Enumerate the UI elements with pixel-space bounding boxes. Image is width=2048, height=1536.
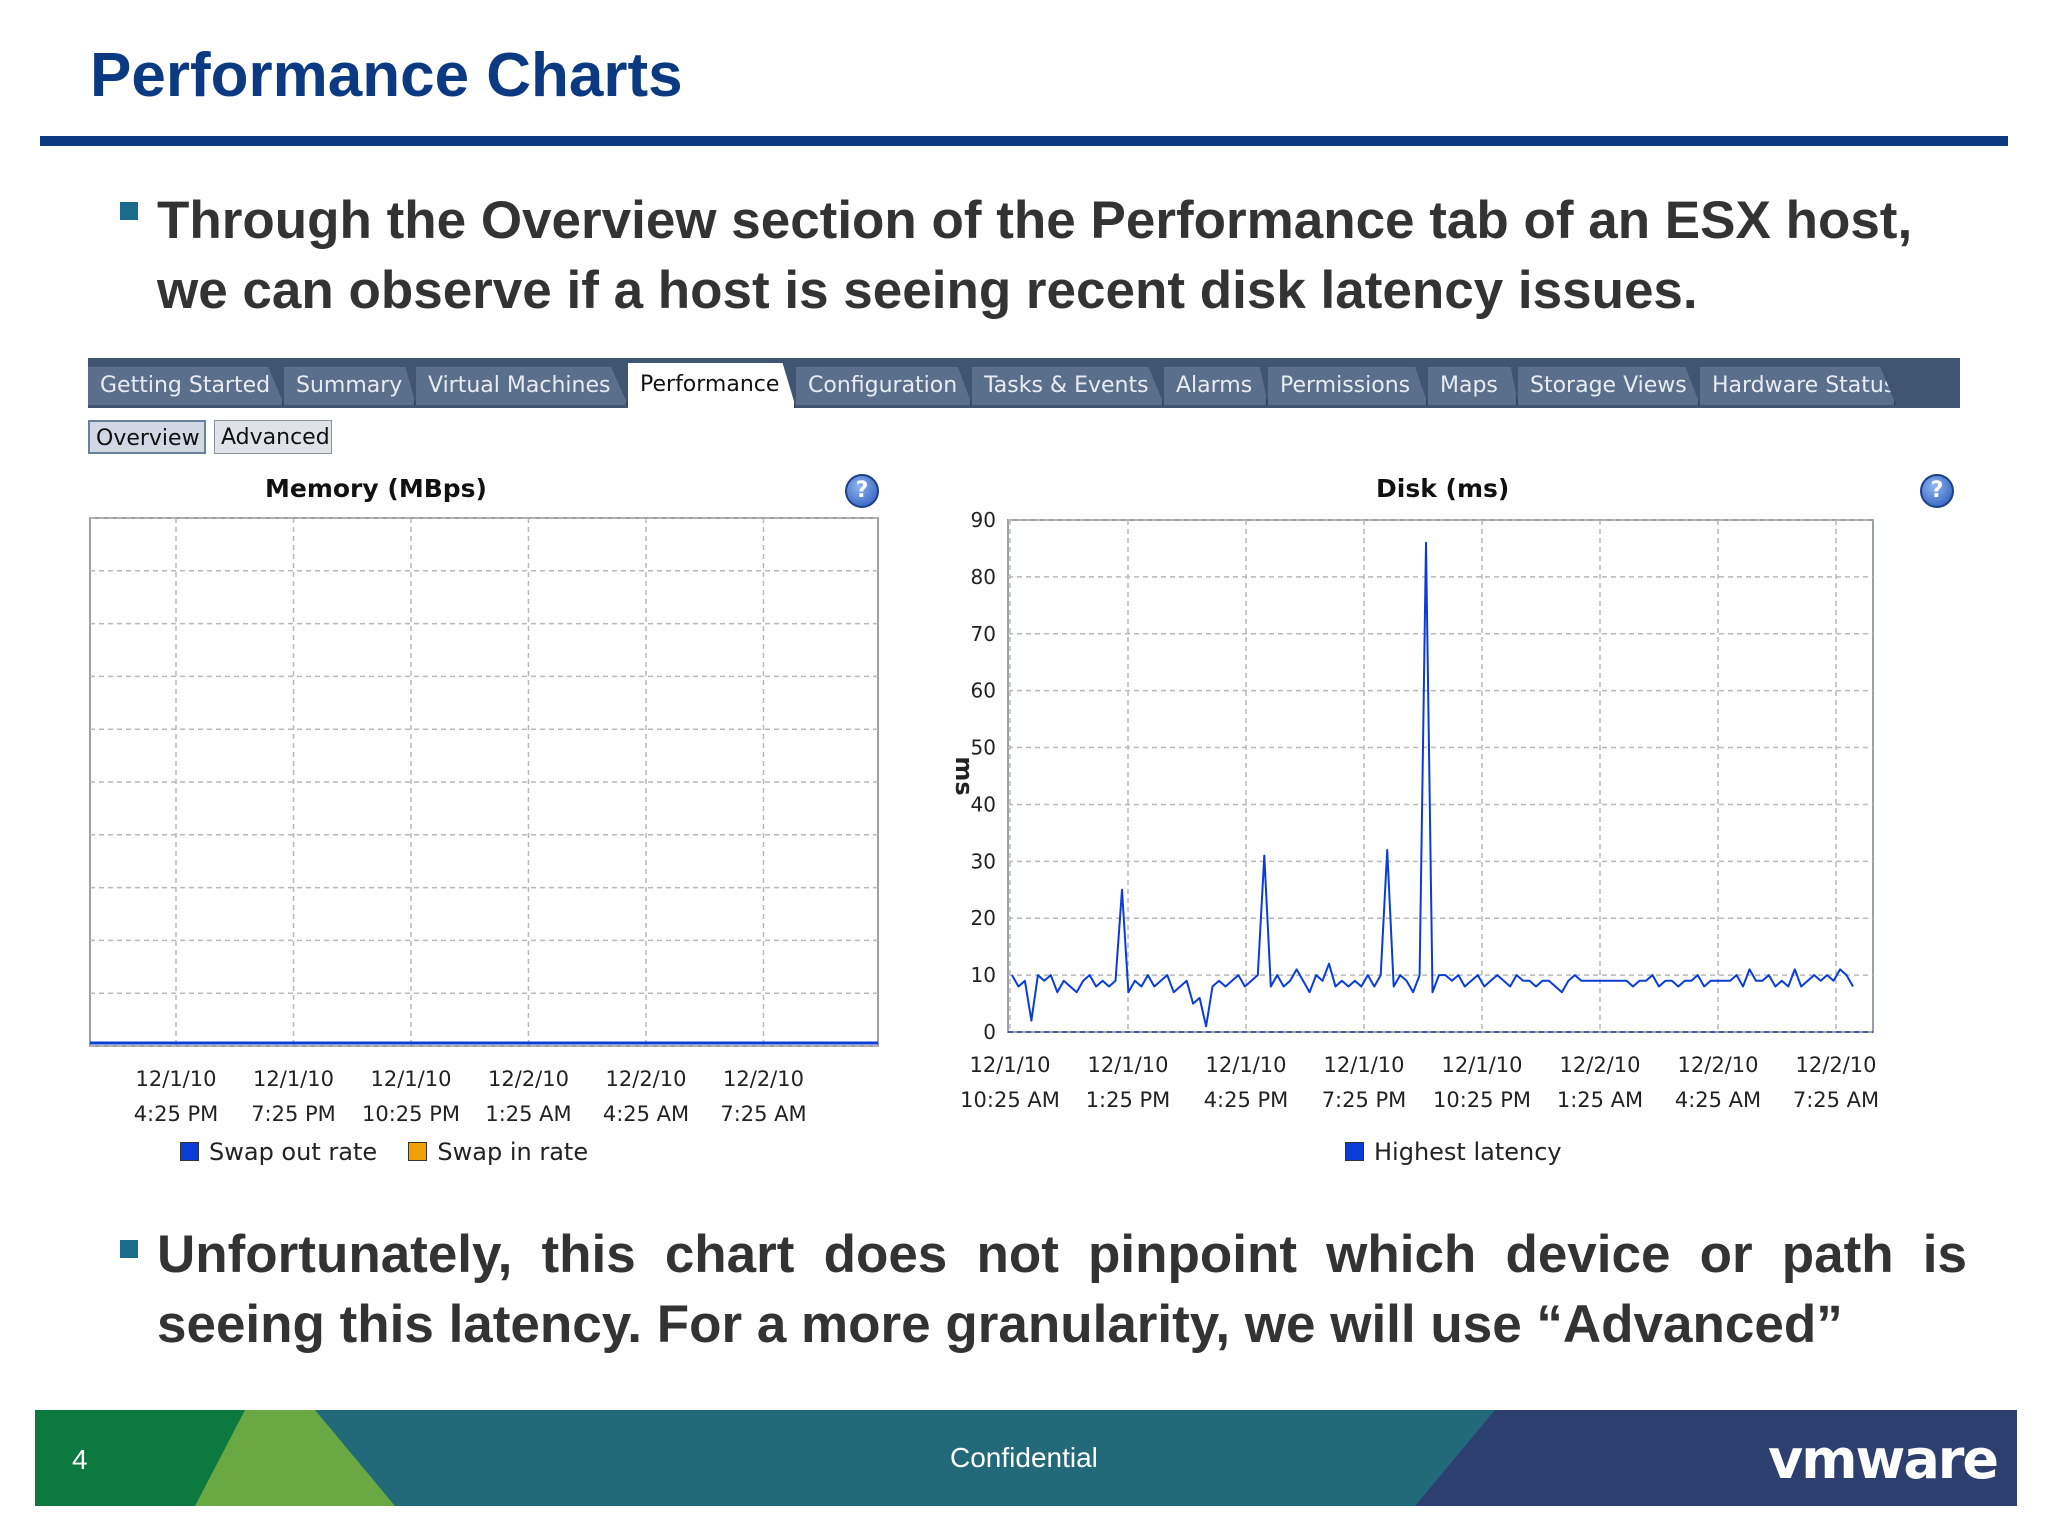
disk-legend: Highest latency [1345, 1138, 1562, 1166]
bullet-marker [120, 202, 138, 220]
disk-x-tick-label: 1:25 PM [1086, 1088, 1171, 1112]
memory-x-tick-label: 7:25 AM [720, 1102, 806, 1126]
disk-x-tick-label: 7:25 AM [1793, 1088, 1879, 1112]
disk-x-tick-label: 12/1/10 [970, 1053, 1051, 1077]
memory-chart-title: Memory (MBps) [265, 474, 487, 503]
tab-maps[interactable]: Maps [1428, 367, 1518, 405]
disk-x-tick-label: 12/2/10 [1796, 1053, 1877, 1077]
memory-legend: Swap out rate Swap in rate [180, 1138, 588, 1166]
disk-chart-title: Disk (ms) [1376, 474, 1510, 503]
tab-tasks-events[interactable]: Tasks & Events [972, 367, 1164, 405]
disk-x-tick-label: 12/2/10 [1560, 1053, 1641, 1077]
memory-x-tick-label: 7:25 PM [251, 1102, 336, 1126]
host-tab-bar: Getting Started Summary Virtual Machines Pe… [88, 358, 1960, 408]
disk-x-tick-label: 10:25 AM [960, 1088, 1060, 1112]
memory-x-tick-label: 12/2/10 [488, 1067, 569, 1091]
tab-summary[interactable]: Summary [284, 367, 416, 405]
slide-title: Performance Charts [90, 41, 683, 110]
tab-alarms[interactable]: Alarms [1164, 367, 1268, 405]
disk-y-axis-label: ms [950, 756, 978, 795]
performance-view-bar: Overview Advanced [88, 410, 1960, 460]
memory-x-tick-label: 12/2/10 [723, 1067, 804, 1091]
disk-y-tick-label: 0 [983, 1020, 996, 1044]
disk-y-tick-label: 20 [971, 906, 996, 930]
legend-highest-latency: Highest latency [1374, 1138, 1562, 1166]
bullet-marker [120, 1240, 138, 1258]
memory-x-tick-label: 12/1/10 [136, 1067, 217, 1091]
tab-storage-views[interactable]: Storage Views [1518, 367, 1700, 405]
tab-configuration[interactable]: Configuration [796, 367, 972, 405]
disk-help-icon[interactable]: ? [1920, 474, 1954, 508]
memory-help-icon[interactable]: ? [845, 474, 879, 508]
subtab-overview[interactable]: Overview [88, 420, 206, 454]
disk-plot-area [1007, 519, 1874, 1033]
tab-getting-started[interactable]: Getting Started [88, 367, 284, 405]
disk-x-tick-label: 12/1/10 [1442, 1053, 1523, 1077]
memory-x-tick-label: 12/2/10 [606, 1067, 687, 1091]
title-divider [40, 136, 2008, 146]
memory-x-tick-label: 12/1/10 [371, 1067, 452, 1091]
disk-x-tick-label: 4:25 AM [1675, 1088, 1761, 1112]
tab-hardware-status[interactable]: Hardware Status [1700, 367, 1896, 405]
disk-x-tick-label: 12/2/10 [1678, 1053, 1759, 1077]
memory-x-tick-label: 10:25 PM [362, 1102, 460, 1126]
footer-confidential: Confidential [950, 1442, 1098, 1473]
swap-out-swatch [180, 1142, 199, 1161]
memory-x-tick-label: 1:25 AM [485, 1102, 571, 1126]
legend-swap-in: Swap in rate [437, 1138, 589, 1166]
disk-y-tick-label: 60 [971, 679, 996, 703]
disk-x-tick-label: 12/1/10 [1324, 1053, 1405, 1077]
memory-chart: 12/1/10 4:25 PM 12/1/10 7:25 PM 12/1/10 10:25… [89, 517, 879, 1126]
disk-x-tick-label: 4:25 PM [1204, 1088, 1289, 1112]
bullet-text-2: Unfortunately, this chart does not pinpo… [157, 1225, 1967, 1354]
disk-x-tick-label: 12/1/10 [1206, 1053, 1287, 1077]
highest-latency-swatch [1345, 1142, 1364, 1161]
disk-x-tick-label: 7:25 PM [1322, 1088, 1407, 1112]
tab-performance[interactable]: Performance [628, 363, 796, 408]
page-number: 4 [72, 1444, 88, 1475]
disk-y-tick-label: 80 [971, 565, 996, 589]
disk-highest-latency-line [1011, 541, 1854, 1028]
footer-band [35, 1410, 2017, 1506]
disk-y-tick-label: 40 [971, 792, 996, 816]
memory-x-tick-label: 4:25 AM [603, 1102, 689, 1126]
disk-chart: 0 10 20 30 40 50 60 70 80 90 ms 12/1/10 10:25 AM 12/1… [950, 508, 1879, 1112]
disk-y-tick-label: 10 [971, 963, 996, 987]
disk-y-tick-label: 30 [971, 849, 996, 873]
disk-x-tick-label: 1:25 AM [1557, 1088, 1643, 1112]
disk-x-tick-label: 12/1/10 [1088, 1053, 1169, 1077]
disk-y-tick-label: 70 [971, 622, 996, 646]
tab-permissions[interactable]: Permissions [1268, 367, 1428, 405]
bullet-text-1: Through the Overview section of the Perf… [157, 191, 1913, 320]
tab-virtual-machines[interactable]: Virtual Machines [416, 367, 628, 405]
disk-y-tick-label: 50 [971, 736, 996, 760]
swap-in-swatch [408, 1142, 428, 1161]
subtab-advanced[interactable]: Advanced [214, 420, 332, 454]
vmware-logo: vmware [1768, 1428, 1999, 1491]
memory-x-tick-label: 4:25 PM [134, 1102, 219, 1126]
legend-swap-out: Swap out rate [209, 1138, 378, 1166]
disk-y-tick-label: 90 [971, 508, 996, 532]
memory-x-tick-label: 12/1/10 [253, 1067, 334, 1091]
disk-x-tick-label: 10:25 PM [1433, 1088, 1531, 1112]
